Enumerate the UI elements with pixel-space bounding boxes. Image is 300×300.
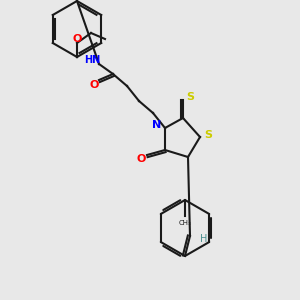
Text: O: O [89,80,99,90]
Text: HN: HN [84,55,100,65]
Text: H: H [200,234,207,244]
Text: S: S [204,130,212,140]
Text: S: S [186,92,194,102]
Text: O: O [72,34,82,44]
Text: O: O [136,154,146,164]
Text: CH₃: CH₃ [178,220,191,226]
Text: N: N [152,120,162,130]
